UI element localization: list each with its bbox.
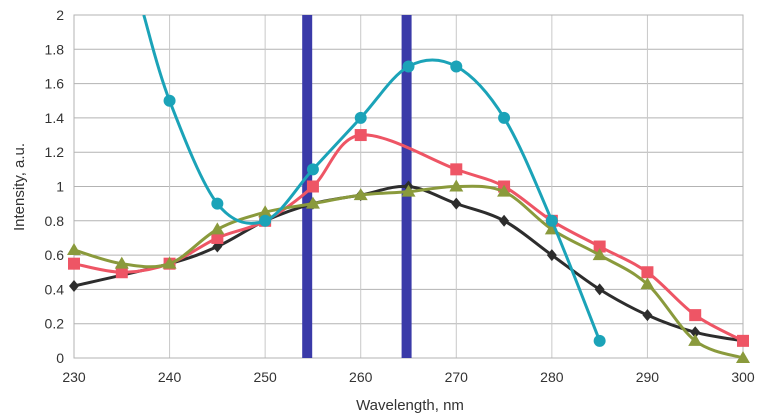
data-point (640, 277, 655, 290)
data-point (499, 214, 510, 227)
x-tick-label: 250 (253, 369, 277, 385)
data-point (592, 248, 607, 261)
y-tick-label: 0.6 (45, 247, 65, 263)
data-point (594, 283, 605, 296)
data-point (498, 111, 511, 124)
x-axis-label: Wavelength, nm (356, 397, 464, 414)
data-point (68, 257, 80, 270)
tick-labels: 0 0.2 0.4 0.6 0.8 1 1.2 1.4 1.6 1.8 2 230 240 250 260 2… (45, 7, 755, 385)
series-circle (142, 15, 606, 347)
data-point (259, 214, 272, 227)
data-point (593, 240, 606, 253)
data-point (451, 197, 462, 210)
y-tick-label: 1.6 (45, 76, 65, 92)
y-tick-label: 0 (56, 350, 64, 366)
data-point (688, 333, 703, 346)
x-tick-label: 290 (636, 369, 660, 385)
data-point (115, 266, 128, 279)
data-point (546, 249, 557, 262)
data-point (306, 163, 319, 176)
data-point (69, 279, 79, 292)
x-tick-label: 260 (349, 369, 373, 385)
y-tick-label: 0.4 (45, 281, 65, 297)
data-point (689, 309, 702, 322)
x-tick-label: 240 (158, 369, 182, 385)
data-point (211, 197, 224, 210)
data-point (450, 60, 463, 73)
series-line (142, 15, 602, 342)
data-point (593, 334, 606, 347)
y-tick-label: 0.2 (45, 316, 65, 332)
data-point (210, 222, 225, 235)
data-point (353, 188, 368, 201)
data-point (354, 111, 367, 124)
y-tick-label: 1.8 (45, 41, 65, 57)
data-point (402, 60, 415, 73)
data-point (545, 214, 558, 227)
y-tick-label: 1 (56, 179, 64, 195)
data-point (401, 184, 416, 197)
data-point (163, 94, 176, 107)
x-tick-label: 300 (731, 369, 755, 385)
y-axis-label: Intensity, a.u. (11, 143, 28, 231)
y-tick-label: 0.8 (45, 213, 65, 229)
data-point (641, 266, 654, 279)
data-point (162, 256, 177, 269)
data-point (305, 196, 320, 209)
data-point (211, 231, 224, 244)
data-point (690, 326, 701, 339)
data-point (642, 309, 653, 322)
data-point (258, 205, 273, 218)
x-tick-label: 230 (62, 369, 86, 385)
series-triangle (67, 179, 750, 363)
y-tick-label: 1.4 (45, 110, 65, 126)
data-point (114, 256, 129, 269)
data-point (450, 163, 463, 176)
data-point (737, 334, 749, 347)
data-point (497, 184, 512, 197)
data-point (736, 351, 750, 363)
data-point (67, 242, 81, 255)
x-tick-label: 270 (445, 369, 469, 385)
x-tick-label: 280 (540, 369, 564, 385)
series-group (67, 15, 750, 363)
data-point (449, 179, 464, 192)
data-point (306, 180, 319, 193)
y-tick-label: 1.2 (45, 144, 65, 160)
y-tick-label: 2 (56, 7, 64, 23)
data-point (354, 129, 367, 142)
